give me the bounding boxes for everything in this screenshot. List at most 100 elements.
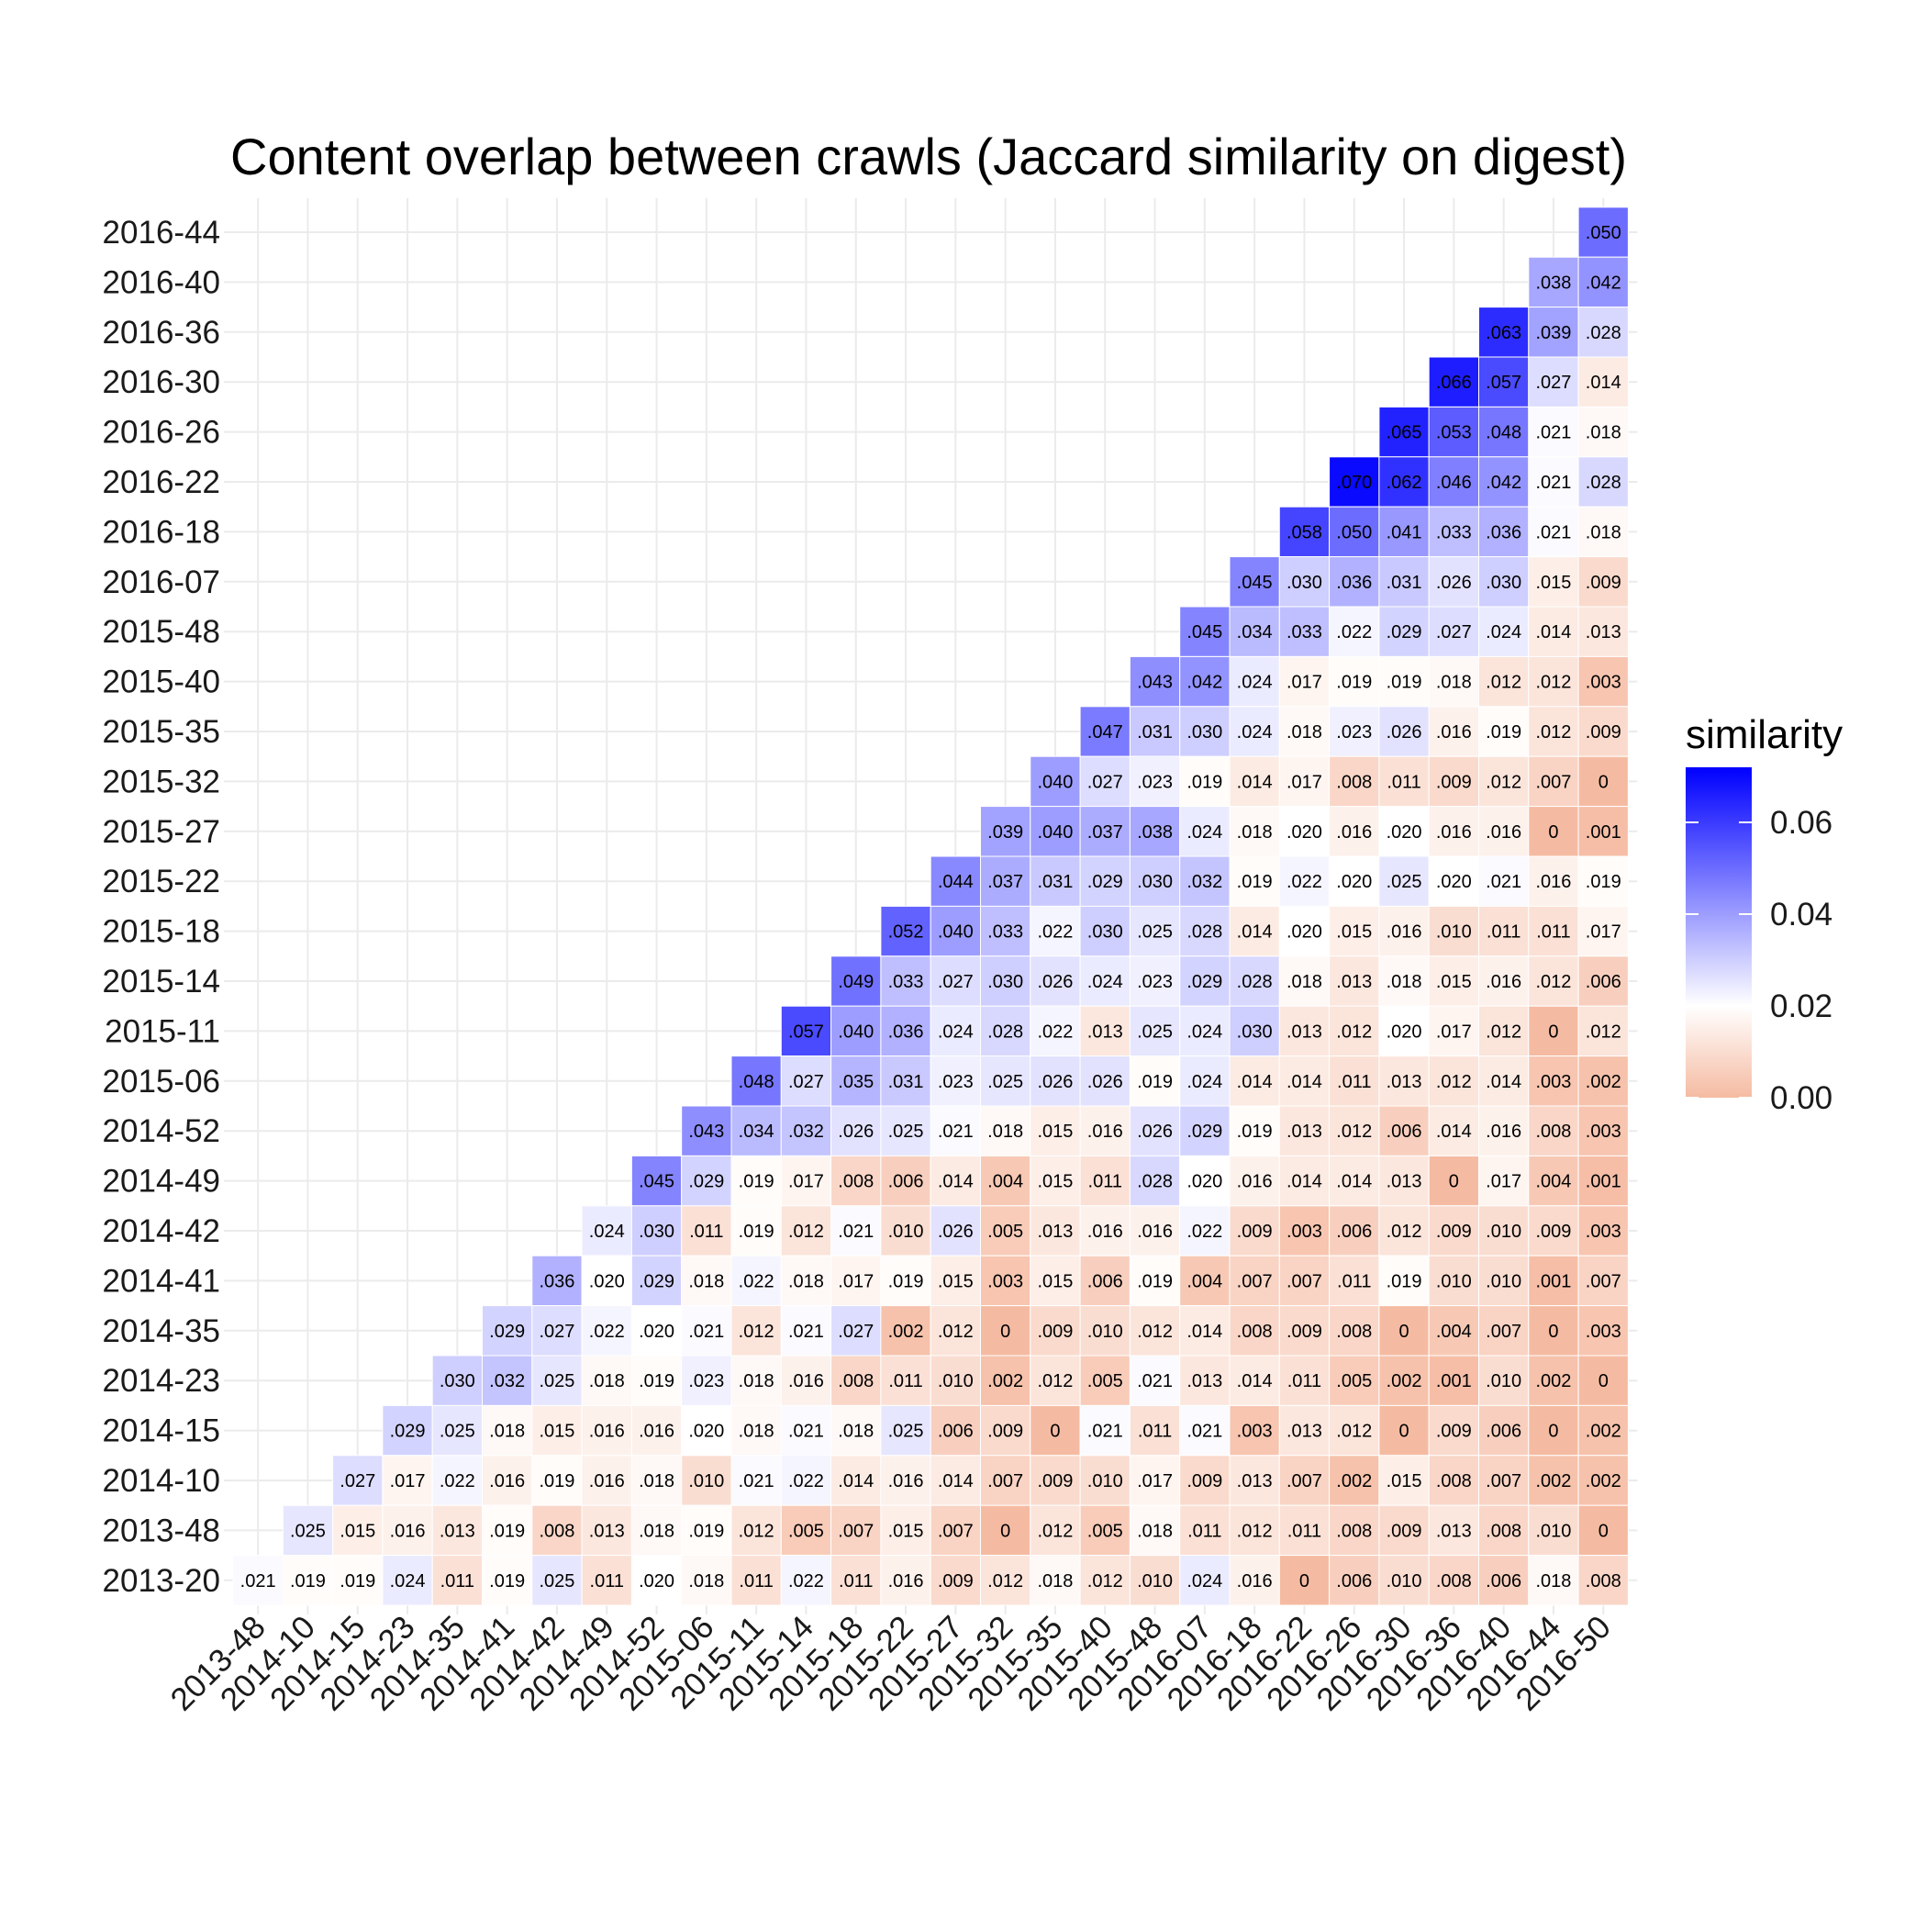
cell-value-label: .030 bbox=[1137, 872, 1173, 892]
heatmap-cell bbox=[930, 905, 982, 957]
chart-title: Content overlap between crawls (Jaccard … bbox=[230, 128, 1627, 185]
cell-value-label: .022 bbox=[1186, 1222, 1222, 1242]
cell-value-label: .065 bbox=[1387, 423, 1422, 443]
heatmap-cell bbox=[1129, 655, 1181, 708]
cell-value-label: .046 bbox=[1436, 473, 1472, 493]
cell-value-label: 0 bbox=[1398, 1422, 1409, 1442]
heatmap-cell bbox=[1478, 806, 1530, 857]
cell-value-label: .023 bbox=[1137, 972, 1173, 992]
cell-value-label: .017 bbox=[390, 1471, 426, 1491]
cell-value-label: .015 bbox=[1037, 1271, 1073, 1291]
cell-value-label: .003 bbox=[1586, 1122, 1621, 1142]
cell-value-label: .015 bbox=[1336, 922, 1372, 943]
cell-value-label: .039 bbox=[1535, 323, 1571, 343]
heatmap-cell bbox=[1577, 1205, 1629, 1256]
heatmap-cell bbox=[1428, 1555, 1479, 1606]
heatmap-cell bbox=[930, 1205, 982, 1256]
heatmap-cell bbox=[1179, 755, 1231, 808]
heatmap-cell bbox=[1378, 606, 1430, 657]
heatmap-cell bbox=[880, 1305, 931, 1357]
cell-value-label: .018 bbox=[1137, 1521, 1173, 1541]
heatmap-cell bbox=[1329, 955, 1380, 1007]
cell-value-label: .029 bbox=[688, 1172, 724, 1192]
heatmap-cell bbox=[1079, 706, 1131, 757]
cell-value-label: .031 bbox=[888, 1072, 924, 1092]
heatmap-cell bbox=[1528, 1055, 1579, 1107]
heatmap-cell bbox=[1528, 905, 1579, 957]
y-tick-label: 2014-35 bbox=[103, 1313, 220, 1349]
cell-value-label: .018 bbox=[788, 1271, 824, 1291]
cell-value-label: .016 bbox=[1486, 1122, 1521, 1142]
cell-value-label: .003 bbox=[1586, 1222, 1621, 1242]
cell-value-label: .019 bbox=[1237, 872, 1273, 892]
cell-value-label: .027 bbox=[539, 1322, 574, 1342]
cell-value-label: .012 bbox=[1336, 1022, 1372, 1042]
cell-value-label: .026 bbox=[1137, 1122, 1173, 1142]
cell-value-label: .014 bbox=[1287, 1072, 1322, 1092]
heatmap-cell bbox=[1378, 556, 1430, 608]
cell-value-label: .045 bbox=[639, 1172, 674, 1192]
cell-value-label: 0 bbox=[1449, 1172, 1459, 1192]
cell-value-label: .024 bbox=[1087, 972, 1123, 992]
y-tick-label: 2015-40 bbox=[103, 664, 220, 700]
y-tick-label: 2016-44 bbox=[103, 215, 220, 251]
heatmap-cell bbox=[581, 1355, 632, 1406]
heatmap-cell bbox=[382, 1504, 433, 1557]
cell-value-label: .021 bbox=[1535, 423, 1571, 443]
heatmap-cell bbox=[980, 806, 1031, 857]
cell-value-label: .012 bbox=[1336, 1122, 1372, 1142]
heatmap-cell bbox=[531, 1555, 583, 1606]
cell-value-label: .016 bbox=[1486, 822, 1521, 843]
heatmap-cell bbox=[1577, 456, 1629, 508]
cell-value-label: .033 bbox=[1436, 522, 1472, 542]
heatmap-cell bbox=[1378, 1355, 1430, 1406]
cell-value-label: .024 bbox=[938, 1022, 974, 1042]
cell-value-label: .070 bbox=[1336, 473, 1372, 493]
cell-value-label: .016 bbox=[1237, 1172, 1273, 1192]
cell-value-label: .020 bbox=[1436, 872, 1472, 892]
heatmap-cell bbox=[980, 1404, 1031, 1457]
cell-value-label: .011 bbox=[1387, 772, 1420, 792]
cell-value-label: .013 bbox=[1087, 1022, 1123, 1042]
heatmap-cell bbox=[1428, 556, 1479, 608]
heatmap-cell bbox=[1577, 1155, 1629, 1207]
heatmap-cell bbox=[1428, 806, 1479, 857]
heatmap-cell bbox=[1577, 556, 1629, 608]
heatmap-cell bbox=[1079, 1205, 1131, 1256]
heatmap-cell bbox=[581, 1404, 632, 1457]
heatmap-cell bbox=[780, 1105, 832, 1156]
cell-value-label: .001 bbox=[1586, 1172, 1621, 1192]
heatmap-cell bbox=[1478, 706, 1530, 757]
heatmap-cell bbox=[1030, 1055, 1081, 1107]
heatmap-cell bbox=[1528, 256, 1579, 308]
cell-value-label: .045 bbox=[1237, 573, 1273, 593]
cell-value-label: .012 bbox=[1387, 1222, 1422, 1242]
cell-value-label: .023 bbox=[688, 1371, 724, 1391]
cell-value-label: .026 bbox=[1436, 573, 1472, 593]
heatmap-cell bbox=[1030, 1255, 1081, 1307]
heatmap-cell bbox=[1079, 1055, 1131, 1107]
cell-value-label: .016 bbox=[1486, 972, 1521, 992]
heatmap-cell bbox=[1528, 506, 1579, 558]
cell-value-label: .024 bbox=[1186, 822, 1222, 843]
cell-value-label: .024 bbox=[589, 1222, 625, 1242]
cell-value-label: .014 bbox=[1436, 1122, 1472, 1142]
cell-value-label: .016 bbox=[1237, 1571, 1273, 1591]
cell-value-label: .040 bbox=[838, 1022, 874, 1042]
cell-value-label: .020 bbox=[688, 1422, 724, 1442]
heatmap-cell bbox=[1378, 855, 1430, 907]
cell-value-label: .008 bbox=[539, 1521, 574, 1541]
heatmap-cell bbox=[980, 1255, 1031, 1307]
cell-value-label: .002 bbox=[1336, 1471, 1372, 1491]
heatmap-cell bbox=[482, 1305, 533, 1357]
cell-value-label: .008 bbox=[1436, 1571, 1472, 1591]
cell-value-label: .019 bbox=[1387, 1271, 1422, 1291]
cell-value-label: .028 bbox=[1586, 323, 1621, 343]
heatmap-cell bbox=[1278, 506, 1331, 558]
cell-value-label: .007 bbox=[1287, 1271, 1322, 1291]
cell-value-label: .010 bbox=[688, 1471, 724, 1491]
cell-value-label: .008 bbox=[838, 1172, 874, 1192]
heatmap-cell bbox=[880, 1155, 931, 1207]
heatmap-cell bbox=[980, 1504, 1031, 1557]
heatmap-cell bbox=[1528, 1305, 1579, 1357]
